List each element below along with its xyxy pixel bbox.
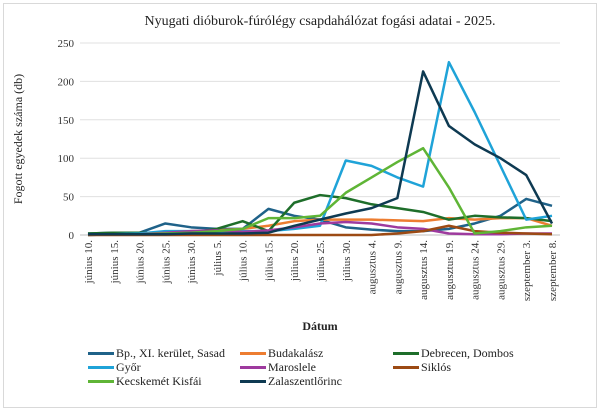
x-tick-label: július 25. <box>315 240 327 282</box>
y-tick-label: 250 <box>58 38 75 50</box>
legend-label: Debrecen, Dombos <box>421 346 514 360</box>
legend-item: Kecskemét Kisfái <box>88 374 202 389</box>
legend-item: Maroslele <box>240 360 316 375</box>
x-tick-label: július 5. <box>212 240 224 277</box>
x-tick-label: június 30. <box>186 240 198 285</box>
legend-swatch <box>240 352 266 355</box>
legend-label: Kecskemét Kisfái <box>116 374 202 388</box>
y-tick-label: 100 <box>58 153 75 165</box>
legend-label: Győr <box>116 360 141 374</box>
legend-swatch <box>240 380 266 383</box>
x-tick-label: július 15. <box>263 240 275 282</box>
x-tick-label: szeptember 8. <box>547 240 559 301</box>
x-tick-label: június 10. <box>83 240 95 285</box>
x-tick-label: július 10. <box>238 240 250 282</box>
legend-swatch <box>393 352 419 355</box>
legend-item: Debrecen, Dombos <box>393 346 514 361</box>
legend-label: Siklós <box>421 360 452 374</box>
legend-item: Zalaszentlőrinc <box>240 374 342 389</box>
chart-title: Nyugati dióburok-fúrólégy csapdahálózat … <box>144 14 495 29</box>
x-tick-label: július 30. <box>341 240 353 282</box>
x-tick-label: augusztus 9. <box>392 240 404 295</box>
legend-item: Bp., XI. kerület, Sasad <box>88 346 225 361</box>
chart-frame <box>3 3 597 408</box>
legend-label: Maroslele <box>268 360 316 374</box>
x-tick-label: augusztus 19. <box>444 240 456 300</box>
x-tick-label: augusztus 24. <box>470 240 482 300</box>
x-tick-label: június 15. <box>109 240 121 285</box>
legend-item: Győr <box>88 360 141 375</box>
legend-swatch <box>240 366 266 369</box>
legend-swatch <box>393 366 419 369</box>
x-tick-label: augusztus 4. <box>367 240 379 295</box>
x-axis-label: Dátum <box>302 319 337 333</box>
x-tick-label: szeptember 3. <box>521 240 533 301</box>
y-tick-label: 200 <box>58 76 75 88</box>
x-tick-label: augusztus 29. <box>495 240 507 300</box>
legend-swatch <box>88 380 114 383</box>
legend-label: Budakalász <box>268 346 324 360</box>
legend-swatch <box>88 352 114 355</box>
x-tick-label: június 25. <box>160 240 172 285</box>
y-tick-label: 150 <box>58 115 75 127</box>
x-tick-label: augusztus 14. <box>418 240 430 300</box>
y-tick-label: 50 <box>63 192 75 204</box>
y-axis-label: Fogott egyedek száma (db) <box>11 74 25 204</box>
x-tick-label: június 20. <box>135 240 147 285</box>
legend-label: Zalaszentlőrinc <box>268 374 342 388</box>
y-tick-label: 0 <box>69 230 75 242</box>
x-tick-label: július 20. <box>289 240 301 282</box>
legend-label: Bp., XI. kerület, Sasad <box>116 346 225 360</box>
legend-swatch <box>88 366 114 369</box>
legend-item: Budakalász <box>240 346 323 361</box>
series-line-7 <box>88 70 554 236</box>
legend-item: Siklós <box>393 360 451 375</box>
